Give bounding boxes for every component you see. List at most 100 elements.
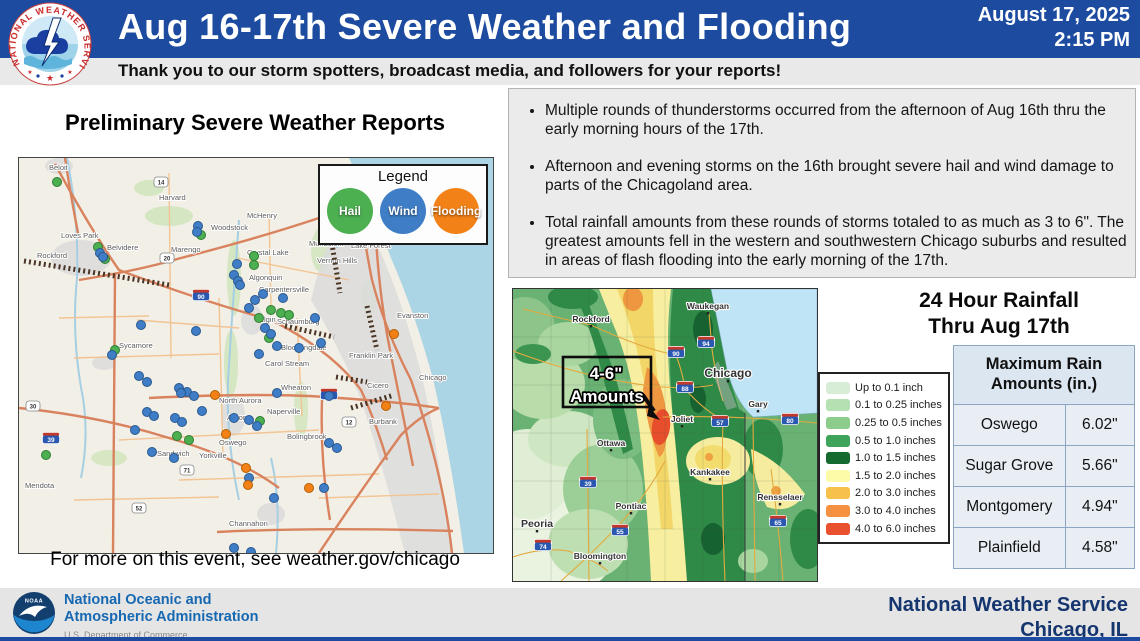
- interstate-39-shield: 39: [42, 432, 60, 444]
- hail-report-dot: [249, 260, 259, 270]
- interstate-90-shield: 90: [192, 289, 210, 301]
- svg-text:39: 39: [584, 481, 592, 488]
- wind-report-dot: [254, 349, 264, 359]
- lake-michigan: [349, 158, 493, 553]
- flooding-report-dot: [389, 329, 399, 339]
- flooding-report-dot: [381, 401, 391, 411]
- wind-report-dot: [136, 320, 146, 330]
- wind-report-dot: [324, 391, 334, 401]
- city-label-loves-park: Loves Park: [61, 231, 99, 240]
- interstate-57-shield: 57: [711, 415, 729, 427]
- flooding-report-dot: [241, 463, 251, 473]
- city-label-evanston: Evanston: [397, 311, 428, 320]
- rain-legend-row: 1.5 to 2.0 inches: [826, 467, 946, 485]
- wind-report-dot: [149, 411, 159, 421]
- city-label-elgin: Elgin: [259, 315, 276, 324]
- svg-text:NOAA: NOAA: [25, 599, 43, 605]
- rain-legend-label: 0.1 to 0.25 inches: [855, 399, 942, 412]
- city-marker: [609, 449, 613, 452]
- interstate-90-shield: 90: [667, 346, 685, 358]
- svg-text:71: 71: [184, 469, 191, 475]
- city-label-crystal-lake: Crystal Lake: [247, 248, 289, 257]
- nws-office-line1: National Weather Service: [888, 594, 1128, 616]
- wind-report-dot: [250, 295, 260, 305]
- city-label-oswego: Oswego: [219, 438, 247, 447]
- wind-report-dot: [130, 425, 140, 435]
- hail-report-dot: [52, 177, 62, 187]
- rain-legend-swatch: [826, 487, 850, 500]
- header-datetime: August 17, 2025 2:15 PM: [978, 3, 1130, 53]
- interstate-74-shield: 74: [534, 539, 552, 551]
- header-bar: Aug 16-17th Severe Weather and Flooding …: [0, 0, 1140, 58]
- nws-logo-icon: NATIONAL WEATHER SERVICE ★ ★ ★: [8, 2, 92, 86]
- rain-legend-row: 0.5 to 1.0 inches: [826, 432, 946, 450]
- rain-legend-swatch: [826, 522, 850, 535]
- city-label-algonquin: Algonquin: [249, 273, 282, 282]
- page-title: Aug 16-17th Severe Weather and Flooding: [118, 6, 852, 47]
- wind-report-dot: [258, 289, 268, 299]
- rain-legend-label: 2.0 to 3.0 inches: [855, 487, 936, 500]
- nws-office-text: National Weather Service Chicago, IL: [888, 593, 1128, 641]
- wind-report-dot: [278, 293, 288, 303]
- legend-circles: Hail Wind Flooding: [320, 188, 486, 234]
- rain-legend-row: 0.1 to 0.25 inches: [826, 397, 946, 415]
- city-label-channahon: Channahon: [229, 519, 268, 528]
- city-label-north-aurora: North Aurora: [219, 396, 262, 405]
- table-cell-location: Montgomery: [954, 486, 1066, 527]
- wind-report-dot: [272, 341, 282, 351]
- interstate-88-shield: 88: [676, 381, 694, 393]
- city-label-joliet: Joliet: [671, 414, 693, 424]
- city-label-vernon-hills: Vernon Hills: [317, 256, 357, 265]
- noaa-line3: U.S. Department of Commerce: [64, 630, 188, 641]
- svg-text:★: ★: [46, 73, 54, 83]
- chicago-urban-area: [712, 361, 737, 410]
- rain-legend-swatch: [826, 452, 850, 465]
- footer-bar: NOAA National Oceanic and Atmospheric Ad…: [0, 588, 1140, 641]
- rainfall-map-canvas: 94 90 88 57 80 39 55 74 65 Rockford Waukegan Chicag…: [513, 289, 817, 581]
- us-route-52-shield: 52: [131, 502, 147, 514]
- legend-title: Legend: [377, 168, 429, 185]
- svg-text:39: 39: [47, 437, 55, 444]
- rain-legend-swatch: [826, 381, 850, 394]
- svg-text:74: 74: [539, 544, 547, 551]
- wind-report-dot: [244, 303, 254, 313]
- rain-legend-label: Up to 0.1 inch: [855, 381, 923, 394]
- svg-text:57: 57: [716, 420, 724, 427]
- city-label-carol-stream: Carol Stream: [265, 359, 309, 368]
- city-label-chicago: Chicago: [704, 366, 751, 380]
- city-label-lake-forest: Lake Forest: [351, 241, 392, 250]
- thanks-text: Thank you to our storm spotters, broadca…: [118, 61, 782, 80]
- damage-path: [284, 323, 335, 340]
- city-label-chicago: Chicago: [419, 373, 447, 382]
- hail-report-dot: [284, 310, 294, 320]
- city-marker: [680, 425, 684, 428]
- reports-map-canvas: 142030715212908839BeloitHarvardMcHenryWo…: [19, 158, 493, 553]
- hail-report-dot: [172, 431, 182, 441]
- city-marker: [598, 562, 602, 565]
- wind-report-dot: [319, 483, 329, 493]
- wind-report-dot: [134, 371, 144, 381]
- city-label-ottawa: Ottawa: [597, 438, 626, 448]
- svg-text:30: 30: [30, 405, 37, 411]
- city-label-marengo: Marengo: [171, 245, 201, 254]
- rain-legend-row: 4.0 to 6.0 inches: [826, 520, 946, 538]
- city-label-burbank: Burbank: [369, 417, 397, 426]
- table-row: Sugar Grove 5.66": [954, 444, 1134, 486]
- city-marker: [535, 530, 539, 533]
- svg-text:★: ★: [67, 69, 72, 76]
- table-cell-location: Plainfield: [954, 527, 1066, 568]
- wind-report-dot: [177, 417, 187, 427]
- nws-office-line2: Chicago, IL: [1020, 619, 1128, 641]
- rainfall-shading: [513, 289, 817, 581]
- us-route-71-shield: 71: [179, 464, 195, 476]
- noaa-line2: Atmospheric Administration: [64, 609, 259, 626]
- rainfall-heading-line1: 24 Hour Rainfall: [919, 289, 1079, 312]
- table-cell-amount: 5.66": [1081, 456, 1118, 474]
- wind-report-dot: [246, 547, 256, 553]
- rain-legend-row: 3.0 to 4.0 inches: [826, 502, 946, 520]
- city-marker: [708, 478, 712, 481]
- wind-report-dot: [192, 227, 202, 237]
- svg-text:14: 14: [158, 181, 165, 187]
- table-row: Plainfield 4.58": [954, 526, 1134, 568]
- legend-hail-circle: Hail: [327, 188, 373, 234]
